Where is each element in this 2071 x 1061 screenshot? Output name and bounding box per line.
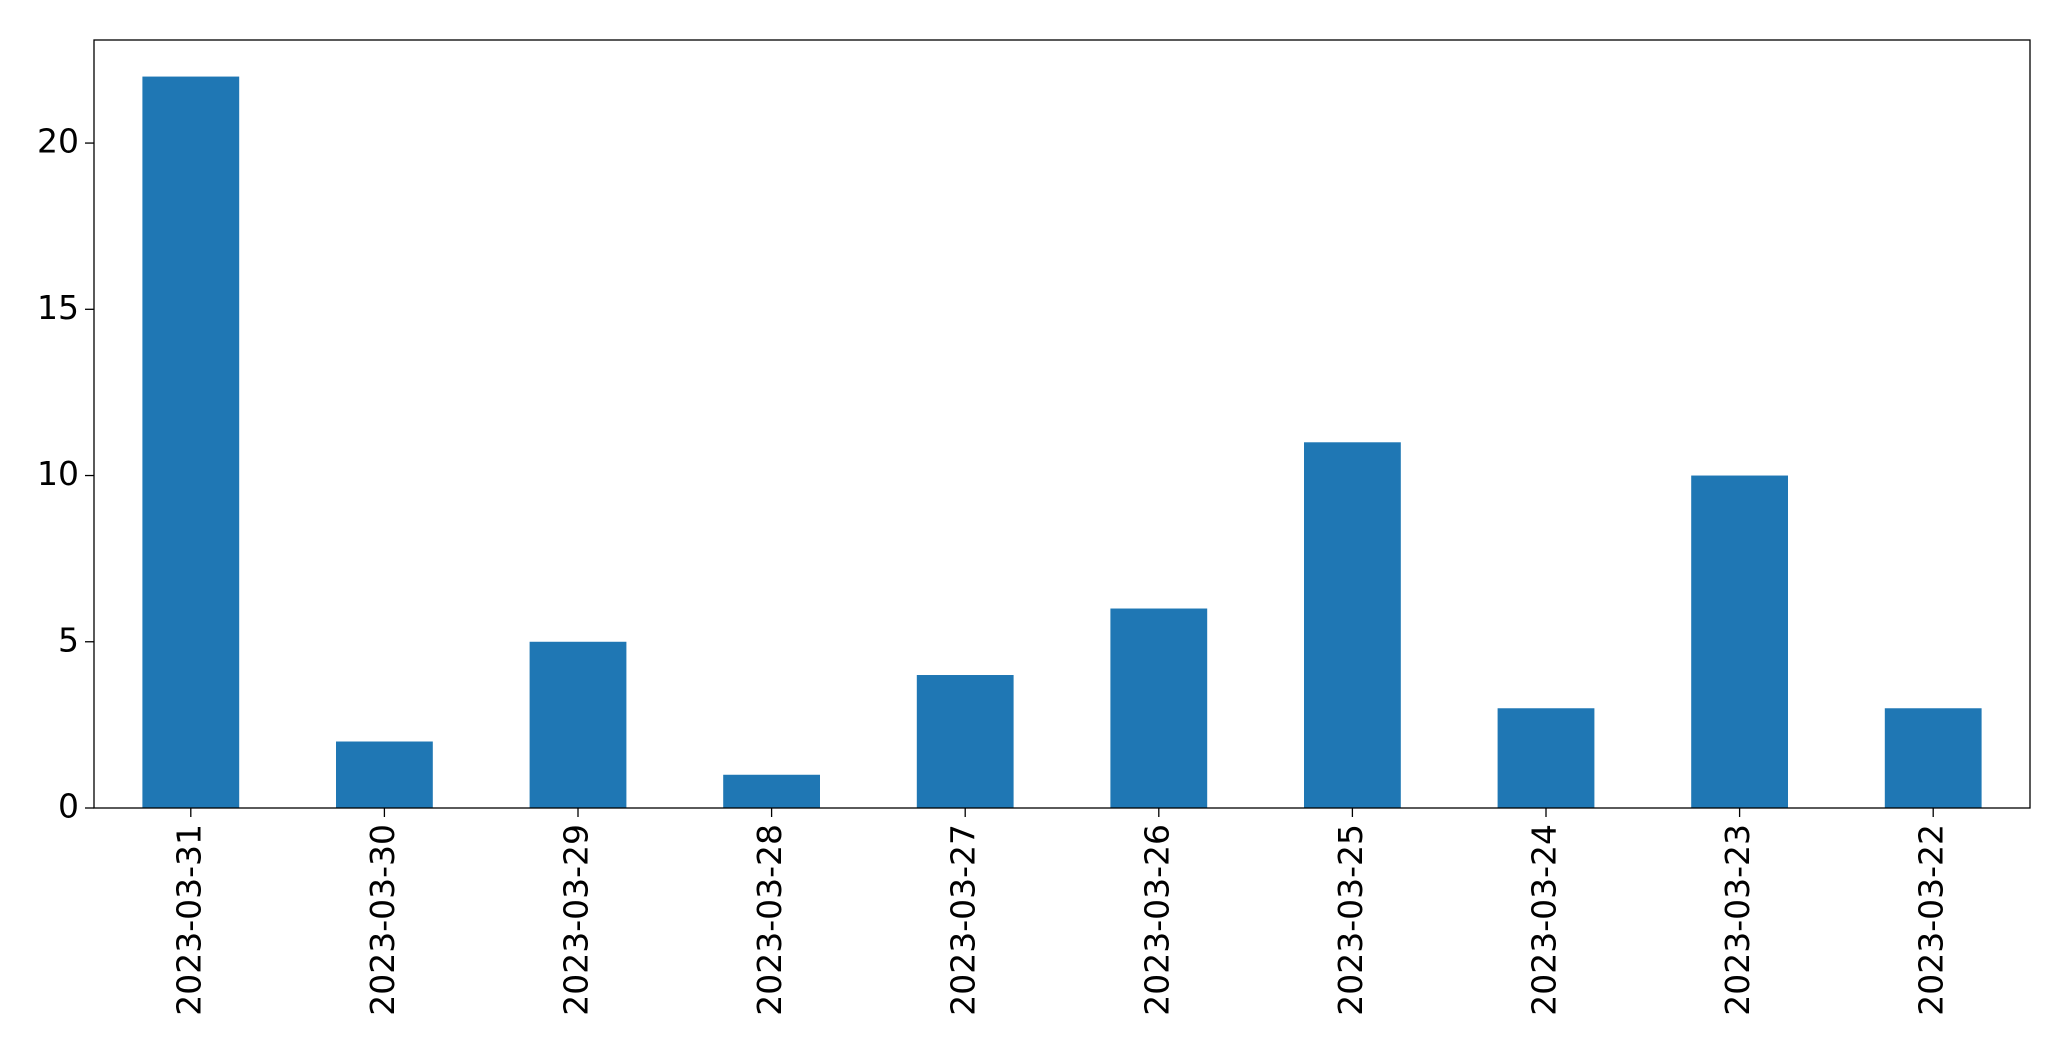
bar [916,675,1014,808]
bar [142,76,240,809]
x-tick-label: 2023-03-31 [169,824,208,1016]
bar [1691,475,1788,808]
y-tick-label: 5 [58,620,79,659]
bar [1884,708,1982,808]
x-tick-label: 2023-03-29 [557,824,596,1016]
x-tick-label: 2023-03-28 [750,824,789,1016]
y-tick-label: 10 [37,454,79,493]
bar [1304,442,1401,808]
x-tick-label: 2023-03-22 [1912,824,1951,1016]
x-tick-label: 2023-03-24 [1525,824,1564,1016]
y-tick-label: 0 [58,787,79,826]
bar [723,774,820,808]
y-tick-label: 15 [37,288,79,327]
x-tick-label: 2023-03-25 [1331,824,1370,1016]
x-tick-label: 2023-03-30 [363,824,402,1016]
bar [1110,608,1208,808]
y-tick-label: 20 [37,122,79,161]
x-tick-label: 2023-03-23 [1718,824,1757,1016]
bar [336,741,433,808]
x-tick-label: 2023-03-26 [1137,824,1176,1016]
x-tick-label: 2023-03-27 [944,824,983,1016]
plot-frame [93,39,2031,809]
bar [1497,708,1595,808]
bar [529,641,627,808]
